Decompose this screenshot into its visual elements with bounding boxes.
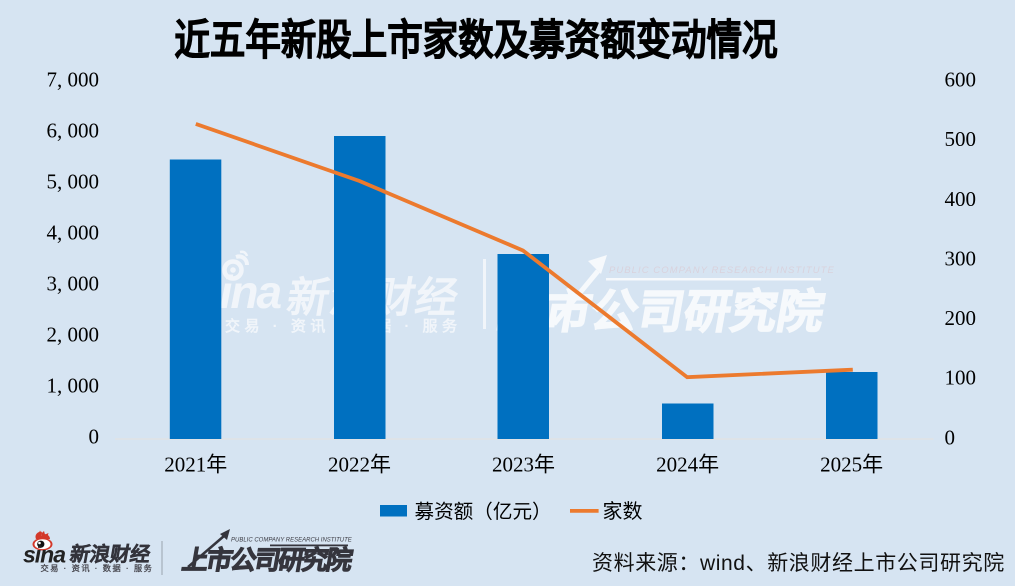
svg-text:家数: 家数	[603, 500, 643, 523]
svg-text:上市公司研究院: 上市公司研究院	[494, 286, 829, 338]
svg-text:400: 400	[945, 187, 977, 211]
svg-text:2, 000: 2, 000	[47, 323, 100, 347]
svg-text:资料来源：wind、新浪财经上市公司研究院: 资料来源：wind、新浪财经上市公司研究院	[592, 552, 1005, 575]
svg-text:募资额（亿元）: 募资额（亿元）	[415, 501, 552, 523]
svg-text:2025年: 2025年	[820, 453, 883, 477]
svg-text:近五年新股上市家数及募资额变动情况: 近五年新股上市家数及募资额变动情况	[174, 18, 777, 64]
svg-text:300: 300	[945, 247, 977, 271]
svg-text:3, 000: 3, 000	[47, 272, 100, 296]
svg-text:200: 200	[945, 306, 977, 330]
svg-text:sina: sina	[23, 542, 66, 568]
svg-text:5, 000: 5, 000	[47, 170, 100, 194]
svg-text:7, 000: 7, 000	[47, 68, 100, 92]
svg-text:4, 000: 4, 000	[47, 221, 100, 245]
svg-text:0: 0	[89, 425, 100, 449]
svg-text:6, 000: 6, 000	[47, 119, 100, 143]
svg-text:PUBLIC COMPANY RESEARCH INSTIT: PUBLIC COMPANY RESEARCH INSTITUTE	[609, 265, 835, 276]
svg-text:交易 · 资讯 · 数据 · 服务: 交易 · 资讯 · 数据 · 服务	[41, 563, 154, 573]
svg-text:2021年: 2021年	[164, 453, 227, 477]
svg-text:PUBLIC COMPANY RESEARCH INSTIT: PUBLIC COMPANY RESEARCH INSTITUTE	[231, 538, 353, 544]
svg-text:0: 0	[945, 425, 956, 449]
svg-text:500: 500	[945, 127, 977, 151]
svg-text:100: 100	[945, 366, 977, 390]
svg-text:1, 000: 1, 000	[47, 374, 100, 398]
svg-text:上市公司研究院: 上市公司研究院	[180, 545, 355, 575]
svg-text:600: 600	[945, 68, 977, 92]
svg-text:2022年: 2022年	[328, 453, 391, 477]
svg-text:新浪财经: 新浪财经	[68, 542, 152, 566]
svg-text:2023年: 2023年	[492, 453, 555, 477]
svg-text:2024年: 2024年	[656, 453, 719, 477]
